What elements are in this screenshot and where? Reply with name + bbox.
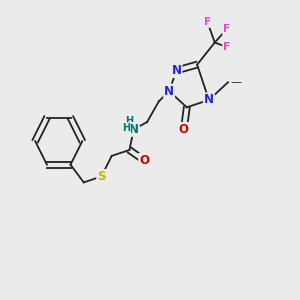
Text: N: N — [204, 93, 214, 106]
Text: —: — — [231, 77, 242, 87]
Text: H: H — [122, 123, 130, 133]
Text: O: O — [139, 154, 149, 167]
Text: F: F — [223, 24, 230, 34]
Text: N: N — [164, 85, 174, 98]
Text: S: S — [97, 170, 106, 183]
Text: F: F — [204, 17, 211, 27]
Text: N: N — [172, 64, 182, 77]
Text: N: N — [129, 123, 139, 136]
Text: H: H — [125, 116, 134, 126]
Text: F: F — [223, 42, 230, 52]
Text: O: O — [179, 123, 189, 136]
